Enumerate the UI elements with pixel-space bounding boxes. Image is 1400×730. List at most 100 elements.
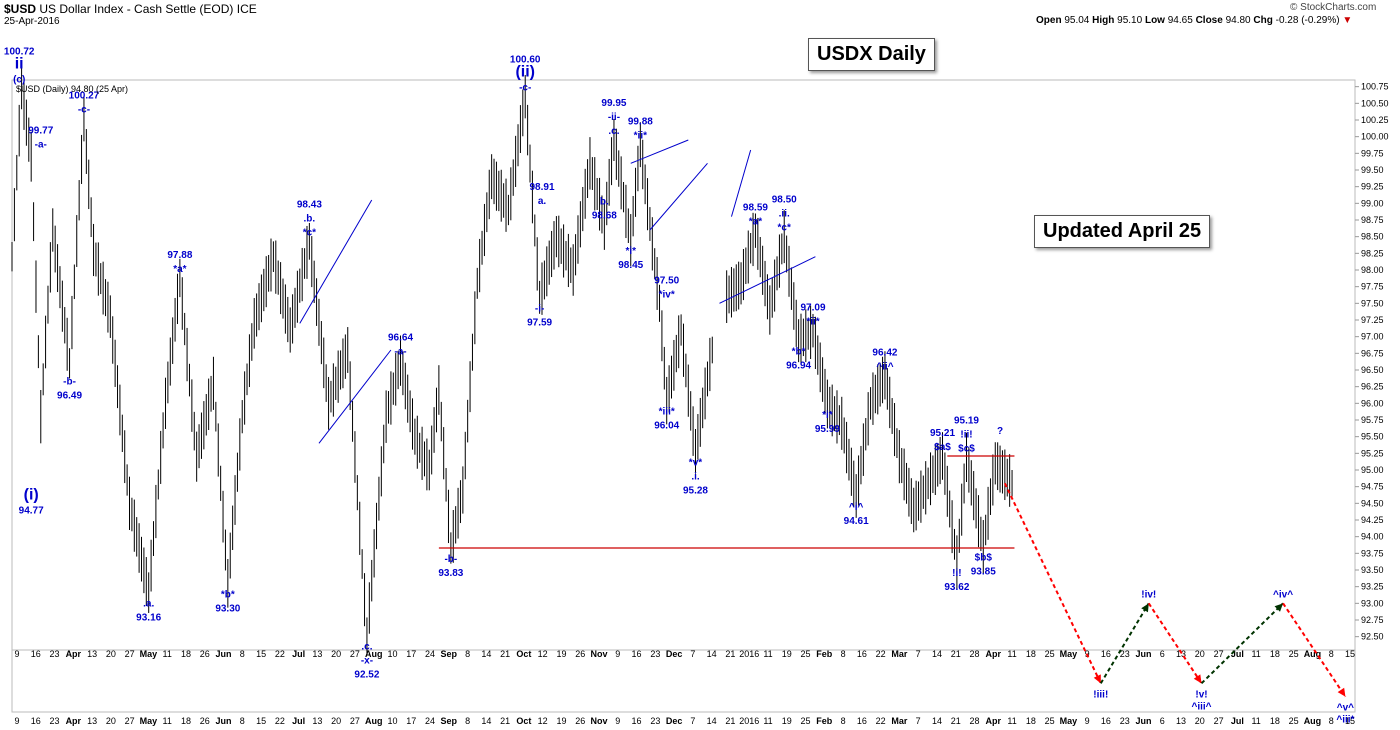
x-tick-label: 6 bbox=[1160, 649, 1165, 659]
wave-label: 98.59 bbox=[743, 203, 768, 214]
low-value: 94.65 bbox=[1167, 15, 1193, 26]
x-tick-label-lower: Feb bbox=[816, 716, 833, 726]
x-tick-label: 23 bbox=[650, 649, 660, 659]
x-tick-label-lower: 11 bbox=[1007, 716, 1016, 726]
y-tick-label: 97.50 bbox=[1361, 298, 1384, 308]
symbol: $USD bbox=[4, 2, 37, 16]
wave-label: 95.21 bbox=[930, 428, 955, 439]
x-tick-label: Jul bbox=[292, 649, 305, 659]
chg-value: -0.28 (-0.29%) bbox=[1275, 15, 1340, 26]
wave-label: -c- bbox=[519, 83, 531, 94]
wave-label: ^ii^ bbox=[876, 361, 893, 372]
x-tick-label: 19 bbox=[556, 649, 566, 659]
x-tick-label-lower: 16 bbox=[31, 716, 41, 726]
y-tick-label: 96.25 bbox=[1361, 382, 1384, 392]
x-tick-label: 26 bbox=[200, 649, 210, 659]
x-tick-label-lower: 13 bbox=[87, 716, 97, 726]
projection-arrow bbox=[1147, 602, 1203, 684]
wave-label: *c* bbox=[303, 227, 316, 238]
wave-label: 93.83 bbox=[438, 568, 463, 579]
wave-label: 98.45 bbox=[618, 260, 643, 271]
y-tick-label: 93.50 bbox=[1361, 565, 1384, 575]
lower-pane bbox=[11, 649, 1356, 713]
wave-label: a. bbox=[538, 196, 547, 207]
wave-label: *b* bbox=[221, 589, 235, 600]
y-tick-label: 98.75 bbox=[1361, 215, 1384, 225]
x-tick-label: 21 bbox=[951, 649, 961, 659]
channel-line bbox=[630, 139, 689, 164]
x-tick-label: 23 bbox=[1120, 649, 1130, 659]
wave-label: (c) bbox=[13, 75, 25, 86]
wave-label: 93.16 bbox=[136, 613, 161, 624]
x-tick-label: 23 bbox=[50, 649, 60, 659]
wave-label: 96.42 bbox=[872, 347, 897, 358]
y-tick-label: 94.00 bbox=[1361, 532, 1384, 542]
x-tick-label-lower: 16 bbox=[1101, 716, 1111, 726]
x-tick-label: 26 bbox=[575, 649, 585, 659]
y-tick-label: 100.00 bbox=[1361, 132, 1389, 142]
wave-label: $c$ bbox=[958, 443, 975, 454]
wave-label: *i* bbox=[822, 410, 833, 421]
x-tick-label-lower: 25 bbox=[1289, 716, 1299, 726]
wave-label: .a. bbox=[143, 599, 154, 610]
x-tick-label: May bbox=[1060, 649, 1078, 659]
x-tick-label: 7 bbox=[916, 649, 921, 659]
x-tick-label: Feb bbox=[816, 649, 833, 659]
wave-label: 93.62 bbox=[944, 582, 969, 593]
projection-arrow bbox=[1099, 602, 1150, 684]
x-tick-label-lower: 8 bbox=[841, 716, 846, 726]
x-tick-label: 21 bbox=[500, 649, 510, 659]
x-tick-label: 14 bbox=[932, 649, 942, 659]
x-tick-label-lower: 19 bbox=[556, 716, 566, 726]
y-tick-label: 99.50 bbox=[1361, 165, 1384, 175]
wave-label: 97.09 bbox=[800, 303, 825, 314]
y-tick-label: 93.75 bbox=[1361, 548, 1384, 558]
open-label: Open bbox=[1036, 15, 1062, 26]
wave-label: -b- bbox=[63, 377, 76, 388]
caret-down-icon: ▼ bbox=[1342, 15, 1353, 26]
x-tick-label: 14 bbox=[707, 649, 717, 659]
wave-label: *iv* bbox=[659, 289, 675, 300]
wave-label: *ii* bbox=[634, 131, 647, 142]
x-tick-label-lower: 23 bbox=[1120, 716, 1130, 726]
wave-label: 97.50 bbox=[654, 275, 679, 286]
x-tick-label-lower: 14 bbox=[707, 716, 717, 726]
x-tick-label: Jul bbox=[1231, 649, 1244, 659]
wave-label: 98.91 bbox=[529, 182, 554, 193]
wave-label: 98.50 bbox=[772, 195, 797, 206]
x-tick-label-lower: 16 bbox=[857, 716, 867, 726]
y-tick-label: 96.75 bbox=[1361, 348, 1384, 358]
arrowhead bbox=[1141, 603, 1149, 613]
wave-label: 93.85 bbox=[971, 567, 996, 578]
wave-label: 96.04 bbox=[654, 421, 679, 432]
channel-line bbox=[649, 163, 708, 231]
y-tick-label: 99.00 bbox=[1361, 198, 1384, 208]
x-tick-label: 20 bbox=[106, 649, 116, 659]
wave-label: *i* bbox=[625, 246, 636, 257]
x-tick-label-lower: 25 bbox=[801, 716, 811, 726]
x-tick-label-lower: 11 bbox=[763, 716, 772, 726]
exchange: ICE bbox=[236, 2, 257, 16]
wave-label: -a- bbox=[35, 139, 47, 150]
x-tick-label: 25 bbox=[1045, 649, 1055, 659]
high-value: 95.10 bbox=[1117, 15, 1143, 26]
x-tick-label: 18 bbox=[181, 649, 191, 659]
wave-label: 99.77 bbox=[28, 125, 53, 136]
x-tick-label: 22 bbox=[876, 649, 886, 659]
x-tick-label-lower: 13 bbox=[312, 716, 322, 726]
x-tick-label: 27 bbox=[125, 649, 135, 659]
x-tick-label-lower: 27 bbox=[1214, 716, 1224, 726]
x-tick-label: 25 bbox=[801, 649, 811, 659]
y-tick-label: 92.50 bbox=[1361, 632, 1384, 642]
projection-label: !v! bbox=[1195, 689, 1207, 700]
ohlc-readout: Open 95.04 High 95.10 Low 94.65 Close 94… bbox=[1036, 15, 1352, 26]
x-tick-label: 27 bbox=[1214, 649, 1224, 659]
x-tick-label-lower: Mar bbox=[891, 716, 908, 726]
x-tick-label-lower: 8 bbox=[465, 716, 470, 726]
wave-label: *ii* bbox=[806, 317, 819, 328]
projection-label: !iv! bbox=[1141, 589, 1156, 600]
x-tick-label: Aug bbox=[365, 649, 383, 659]
close-value: 94.80 bbox=[1225, 15, 1251, 26]
x-tick-label: 8 bbox=[240, 649, 245, 659]
